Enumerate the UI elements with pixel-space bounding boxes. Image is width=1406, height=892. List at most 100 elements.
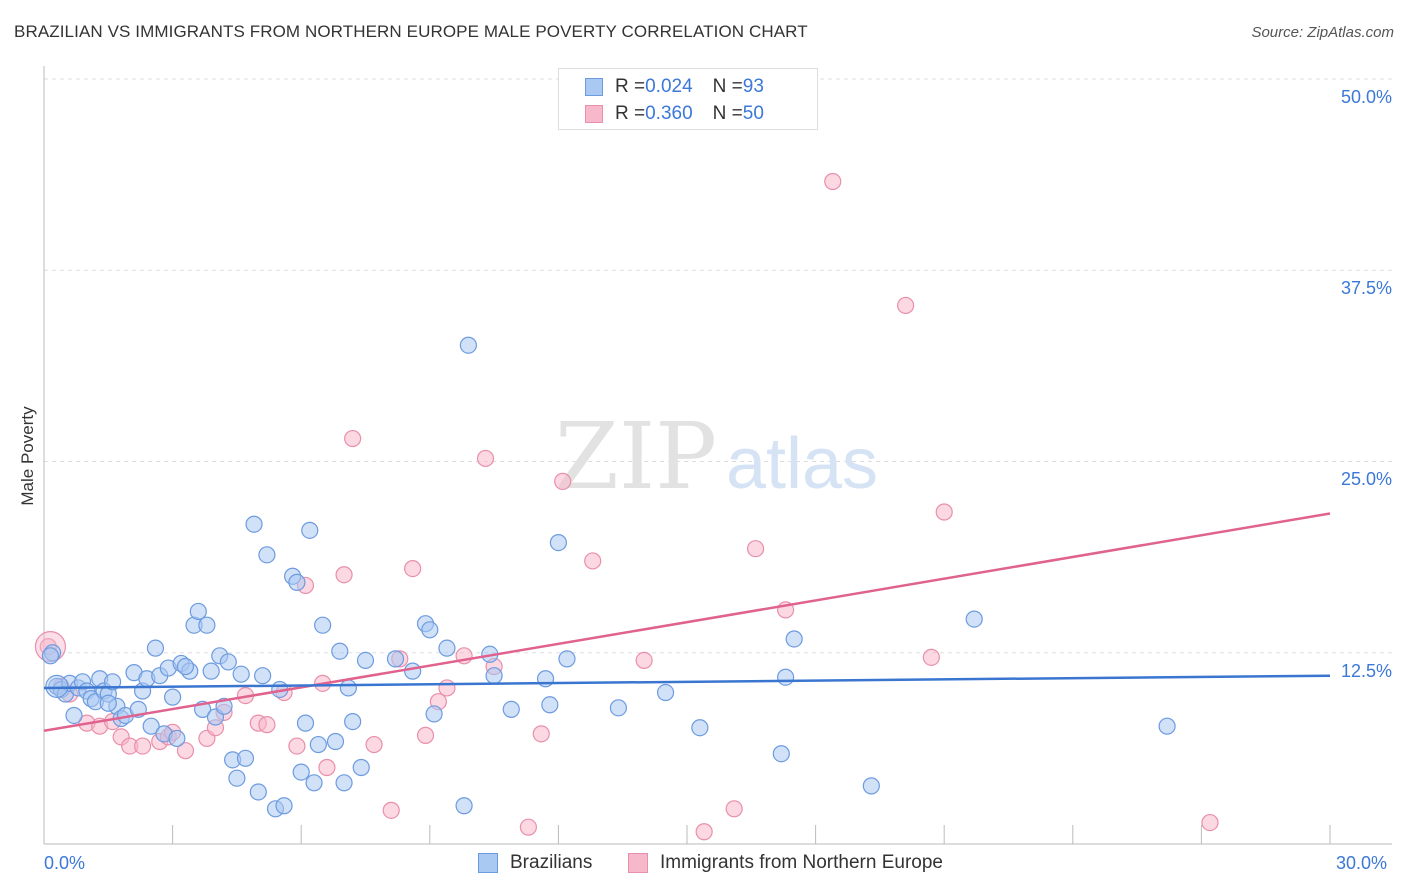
stats-legend: R = 0.024 N = 93 R = 0.360 N = 50 [558, 68, 818, 130]
y-tick-label: 37.5% [1340, 278, 1392, 298]
y-tick-label: 25.0% [1340, 469, 1392, 489]
data-point-brazilians [404, 662, 422, 680]
data-point-immigrants [695, 823, 713, 841]
data-point-brazilians [275, 797, 293, 815]
data-point-brazilians [314, 616, 332, 634]
data-point-brazilians [339, 679, 357, 697]
data-point-brazilians [386, 650, 405, 668]
data-point-brazilians [292, 763, 310, 781]
data-point-brazilians [425, 705, 443, 723]
data-point-brazilians [965, 610, 983, 628]
data-point-brazilians [202, 662, 220, 680]
y-tick-label: 12.5% [1340, 661, 1392, 681]
data-point-immigrants [382, 801, 400, 819]
legend-label: Brazilians [510, 852, 593, 873]
data-point-brazilians [168, 729, 186, 748]
data-point-brazilians [176, 657, 195, 676]
data-point-immigrants [824, 172, 842, 191]
data-point-brazilians [772, 745, 790, 763]
data-point-brazilians [103, 673, 122, 691]
watermark: ZIP atlas [555, 403, 878, 510]
legend-item-immigrants[interactable]: Immigrants from Northern Europe [628, 852, 943, 874]
legend-n-value: 50 [742, 103, 764, 124]
legend-swatch-blue [585, 78, 603, 96]
data-point-brazilians [164, 688, 182, 706]
y-tick-label: 50.0% [1340, 87, 1392, 107]
data-point-immigrants [416, 726, 435, 744]
data-point-immigrants [519, 818, 537, 836]
data-point-brazilians [232, 665, 250, 683]
data-point-brazilians [776, 668, 795, 686]
data-point-brazilians [862, 777, 880, 795]
data-point-brazilians [459, 336, 477, 354]
data-point-brazilians [236, 749, 255, 767]
data-point-immigrants [476, 449, 495, 468]
data-point-brazilians [189, 602, 207, 621]
data-point-brazilians [99, 694, 117, 712]
data-point-brazilians [249, 783, 267, 801]
legend-n-value: 93 [742, 76, 764, 97]
data-point-brazilians [219, 653, 237, 671]
data-point-brazilians [609, 699, 628, 717]
legend-r-label: R = [615, 76, 646, 97]
legend-swatch-pink [628, 853, 648, 873]
watermark-atlas: atlas [726, 424, 878, 504]
source-label: Source: ZipAtlas.com [1251, 24, 1394, 41]
data-point-immigrants [258, 716, 276, 734]
data-point-brazilians [65, 706, 83, 725]
data-point-immigrants [438, 679, 456, 697]
chart-title: BRAZILIAN VS IMMIGRANTS FROM NORTHERN EU… [14, 22, 808, 41]
data-point-brazilians [45, 674, 69, 699]
trend-lines [43, 512, 1331, 733]
data-point-immigrants [532, 725, 550, 743]
watermark-zip: ZIP [555, 403, 717, 510]
data-point-immigrants [133, 737, 152, 755]
data-point-immigrants [897, 296, 915, 315]
data-point-immigrants [404, 559, 422, 578]
data-point-brazilians [344, 712, 362, 731]
x-tick-label: 30.0% [1336, 853, 1388, 873]
trend-line-brazilians [43, 674, 1331, 690]
x-tick-label: 0.0% [44, 853, 86, 873]
data-point-immigrants [318, 758, 336, 777]
data-point-brazilians [549, 533, 568, 552]
data-point-brazilians [41, 647, 60, 665]
data-point-brazilians [245, 515, 263, 533]
data-point-brazilians [228, 769, 246, 787]
data-point-brazilians [258, 546, 276, 564]
legend-item-brazilians[interactable]: Brazilians [478, 852, 592, 874]
legend-label: Immigrants from Northern Europe [660, 852, 943, 873]
data-point-immigrants [635, 651, 653, 670]
grid-lines [44, 78, 1392, 654]
data-point-brazilians [331, 642, 349, 660]
data-point-brazilians [296, 714, 315, 732]
data-point-immigrants [935, 503, 953, 521]
data-point-immigrants [344, 429, 362, 448]
data-point-immigrants [288, 737, 306, 755]
data-point-immigrants [922, 648, 940, 666]
legend-r-label: R = [615, 103, 646, 124]
data-point-brazilians [485, 667, 503, 685]
legend-row-immigrants: R = 0.360 N = 50 [585, 103, 764, 125]
data-point-brazilians [438, 639, 456, 657]
data-point-brazilians [301, 521, 319, 539]
axes [43, 66, 1392, 845]
data-point-immigrants [746, 540, 765, 558]
data-point-brazilians [421, 621, 439, 639]
legend-r-value: 0.024 [645, 76, 693, 97]
data-point-brazilians [142, 717, 160, 735]
legend-n-label: N = [712, 76, 743, 97]
data-point-immigrants [365, 735, 383, 754]
data-point-brazilians [691, 719, 709, 737]
data-point-brazilians [656, 683, 675, 702]
data-point-brazilians [146, 639, 165, 657]
series-brazilians-points [41, 336, 1176, 818]
data-point-immigrants [725, 800, 743, 818]
data-point-brazilians [335, 774, 353, 792]
data-point-brazilians [558, 650, 576, 668]
data-point-immigrants [1201, 813, 1219, 832]
data-point-brazilians [785, 630, 803, 648]
legend-n-label: N = [712, 103, 743, 124]
legend-swatch-pink [585, 105, 603, 123]
data-point-brazilians [198, 616, 216, 634]
